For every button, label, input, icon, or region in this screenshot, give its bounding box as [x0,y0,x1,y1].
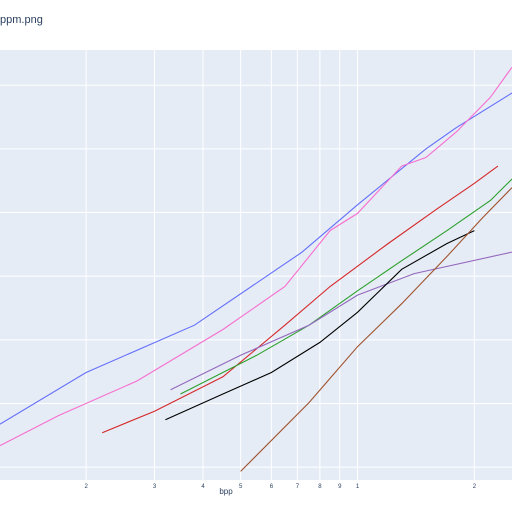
x-tick-label: 2 [84,484,88,490]
x-tick-label: 3 [153,484,157,490]
series-line-5 [170,251,512,391]
x-tick-label: 2 [473,484,477,490]
series-line-6 [165,230,475,421]
series-lines [0,66,512,472]
x-tick-label: 8 [318,484,322,490]
series-line-4 [180,178,512,395]
x-tick-label: 9 [338,484,342,490]
series-line-2 [0,66,512,447]
x-tick-label: 7 [296,484,300,490]
x-axis-title: bpp [219,487,233,496]
x-tick-label: 1 [356,484,360,490]
x-tick-label: 5 [239,484,243,490]
x-tick-label: 6 [270,484,274,490]
plot-area [0,50,512,480]
x-tick-labels: 2 3 4 5 6 7 8 9 1 2 [84,484,476,490]
series-line-7 [240,187,512,472]
x-tick-label: 4 [201,484,205,490]
chart-title: ppm.png [0,14,43,26]
series-line-3 [101,165,499,434]
series-line-1 [0,92,512,425]
